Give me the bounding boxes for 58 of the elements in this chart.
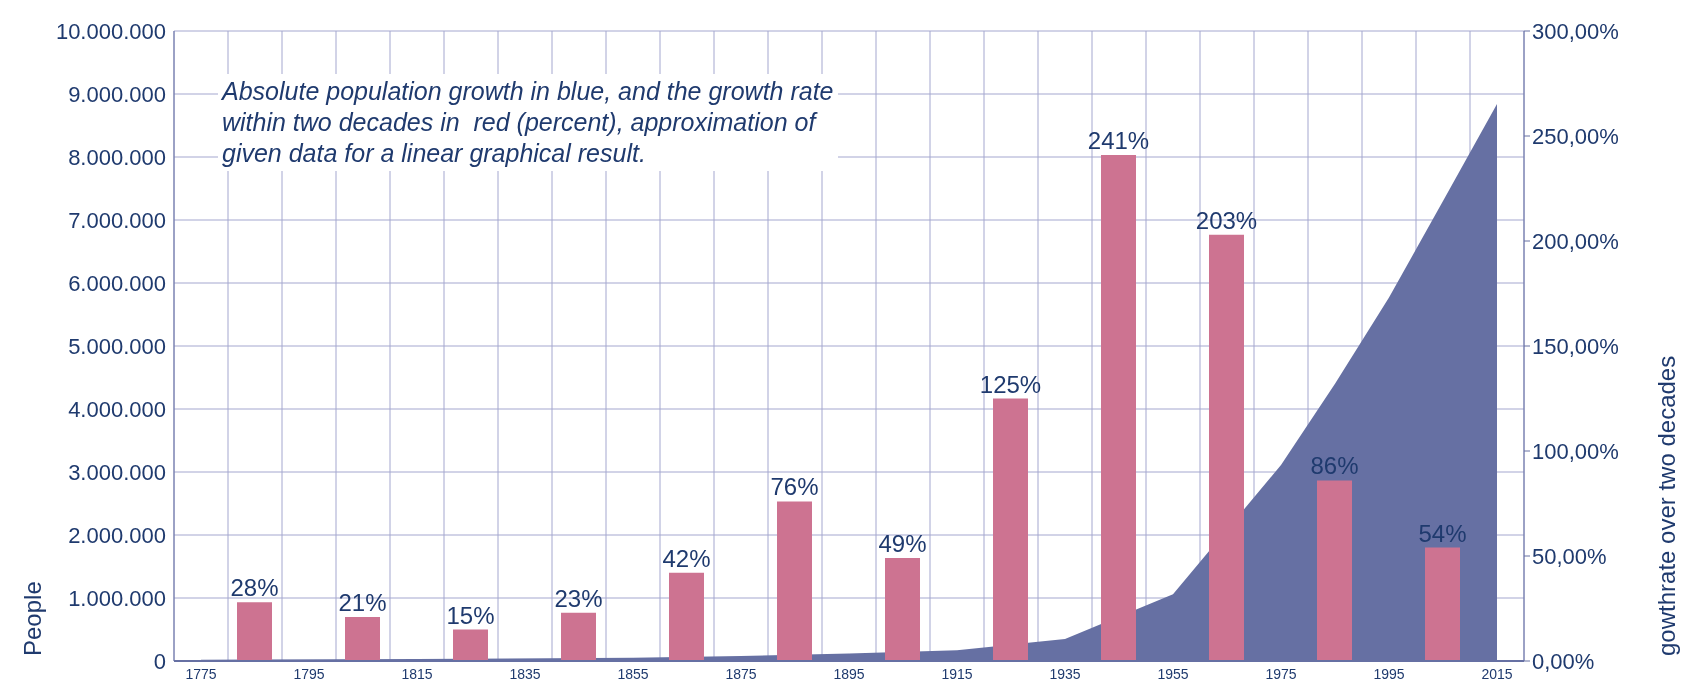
y2-tick-label: 50,00%: [1532, 543, 1607, 569]
x-tick-label: 1795: [293, 665, 325, 682]
y-tick-label: 8.000.000: [68, 144, 166, 170]
y-tick-label: 0: [153, 648, 166, 674]
bar: [1425, 547, 1460, 661]
bar: [561, 612, 596, 661]
data-label: 86%: [1310, 452, 1359, 480]
y-tick-label: 10.000.000: [55, 18, 166, 44]
x-tick-label: 1855: [617, 665, 649, 682]
y2-tick-label: 0,00%: [1532, 648, 1595, 674]
x-tick-label: 1915: [941, 665, 973, 682]
x-tick-label: 1935: [1049, 665, 1081, 682]
y-axis-title: People: [19, 581, 46, 656]
annotation: Absolute population growth in blue, and the growth rate within two decades in red (percent), approximation of given data for a linear graphical result.: [218, 74, 838, 171]
x-tick-label: 1975: [1265, 665, 1297, 682]
y2-tick-label: 250,00%: [1532, 123, 1619, 149]
bar: [1209, 234, 1244, 661]
y-tick-label: 1.000.000: [68, 585, 166, 611]
data-label: 241%: [1087, 126, 1150, 154]
x-tick-label: 1835: [509, 665, 541, 682]
bar: [237, 602, 272, 661]
x-tick-label: 2015: [1481, 665, 1513, 682]
y-tick-label: 3.000.000: [68, 459, 166, 485]
x-tick-label: 1955: [1157, 665, 1189, 682]
bar: [1101, 154, 1136, 661]
bar: [669, 572, 704, 661]
data-label: 49%: [878, 530, 927, 558]
y-tick-label: 2.000.000: [68, 522, 166, 548]
bar: [453, 629, 488, 661]
y-tick-label: 7.000.000: [68, 207, 166, 233]
data-label: 28%: [230, 574, 279, 602]
x-tick-label: 1995: [1373, 665, 1405, 682]
y2-tick-label: 100,00%: [1532, 438, 1619, 464]
y2-tick-label: 150,00%: [1532, 333, 1619, 359]
bar: [345, 616, 380, 661]
x-tick-label: 1895: [833, 665, 865, 682]
bar: [1317, 480, 1352, 661]
bar: [993, 398, 1028, 661]
data-label: 21%: [338, 588, 387, 616]
y2-tick-label: 200,00%: [1532, 228, 1619, 254]
y-tick-label: 5.000.000: [68, 333, 166, 359]
data-label: 15%: [446, 601, 495, 629]
y-tick-label: 9.000.000: [68, 81, 166, 107]
y2-axis-title: gowthrate over two decades: [1653, 355, 1680, 656]
data-label: 54%: [1418, 519, 1467, 547]
data-label: 42%: [662, 544, 711, 572]
bar: [777, 501, 812, 661]
data-label: 203%: [1195, 206, 1258, 234]
x-tick-label: 1875: [725, 665, 757, 682]
data-label: 76%: [770, 473, 819, 501]
data-label: 23%: [554, 584, 603, 612]
y-tick-label: 6.000.000: [68, 270, 166, 296]
data-label: 125%: [979, 370, 1042, 398]
y2-tick-label: 300,00%: [1532, 18, 1619, 44]
bar: [885, 558, 920, 661]
x-tick-label: 1775: [185, 665, 217, 682]
y-tick-label: 4.000.000: [68, 396, 166, 422]
x-tick-label: 1815: [401, 665, 433, 682]
